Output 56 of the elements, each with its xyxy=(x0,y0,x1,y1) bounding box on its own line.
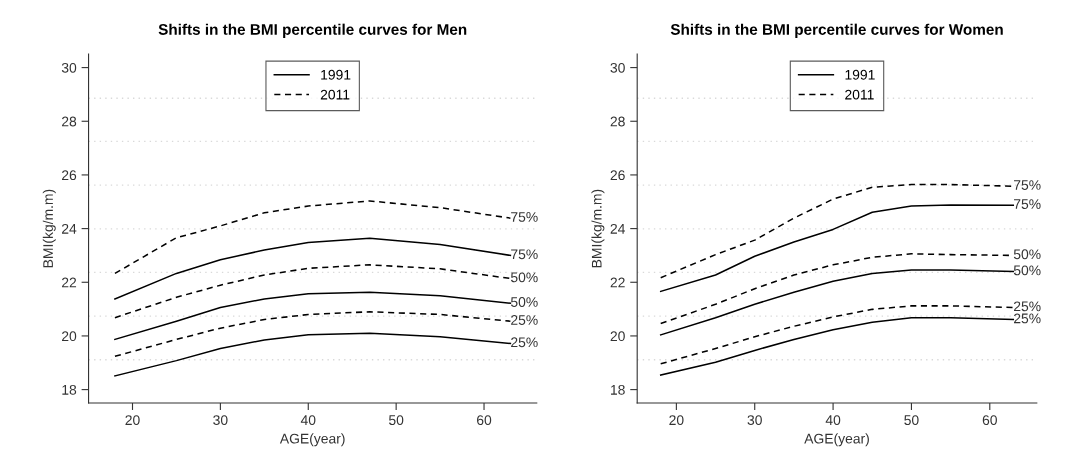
annotation: 25% xyxy=(1013,313,1041,324)
annotation: 50% xyxy=(510,272,538,283)
x-tick-label: 50 xyxy=(904,415,919,426)
annotation: 75% xyxy=(511,249,538,260)
chart-title: Shifts in the BMI percentile curves for Women xyxy=(670,23,1003,38)
x-axis-title: AGE(year) xyxy=(804,433,869,447)
x-tick-label: 30 xyxy=(213,415,228,426)
legend-label: 1991 xyxy=(321,69,351,80)
y-tick-label: 26 xyxy=(610,170,625,181)
y-tick-label: 30 xyxy=(610,62,625,73)
x-tick-label: 60 xyxy=(982,415,997,426)
x-tick-label: 40 xyxy=(300,415,316,426)
line-series xyxy=(659,316,1015,376)
line-series xyxy=(114,200,512,275)
x-tick-label: 20 xyxy=(125,415,140,426)
y-axis-title: BMI(kg/m.m) xyxy=(591,189,605,268)
y-tick-label: 28 xyxy=(610,116,625,127)
legend-label: 2011 xyxy=(845,89,874,100)
annotation: 75% xyxy=(1014,199,1041,209)
line-series xyxy=(114,311,512,358)
line-series xyxy=(114,237,512,300)
annotation: 25% xyxy=(1013,301,1041,312)
annotation: 75% xyxy=(511,212,538,222)
y-tick-label: 30 xyxy=(61,62,77,73)
line-series xyxy=(114,264,512,319)
annotation: 50% xyxy=(510,297,538,307)
y-tick-label: 22 xyxy=(62,277,77,288)
y-tick-label: 24 xyxy=(610,223,625,234)
annotation: 75% xyxy=(1014,180,1041,190)
annotation: 50% xyxy=(1013,249,1041,260)
annotation: 25% xyxy=(511,315,538,325)
chart-title: Shifts in the BMI percentile curves for Men xyxy=(158,23,467,38)
x-axis-title: AGE(year) xyxy=(279,433,345,447)
annotation: 50% xyxy=(1013,265,1041,276)
line-series xyxy=(659,204,1015,293)
y-tick-label: 26 xyxy=(62,170,77,181)
x-tick-label: 60 xyxy=(477,415,492,426)
y-tick-label: 24 xyxy=(62,223,77,234)
x-tick-label: 20 xyxy=(669,415,684,426)
line-series xyxy=(659,305,1015,365)
line-series xyxy=(114,291,512,341)
y-tick-label: 20 xyxy=(610,331,625,342)
line-series xyxy=(114,332,512,377)
y-tick-label: 18 xyxy=(611,384,625,395)
y-tick-label: 20 xyxy=(62,331,77,342)
legend-label: 1991 xyxy=(845,69,875,80)
x-tick-label: 30 xyxy=(747,415,762,426)
x-tick-label: 40 xyxy=(825,415,841,426)
y-axis-title: BMI(kg/m.m) xyxy=(42,189,56,268)
annotation: 25% xyxy=(511,337,538,348)
y-tick-label: 18 xyxy=(62,384,77,395)
x-tick-label: 50 xyxy=(388,415,404,426)
legend-label: 2011 xyxy=(320,89,350,100)
y-tick-label: 22 xyxy=(610,277,625,288)
y-tick-label: 28 xyxy=(62,116,77,127)
line-series xyxy=(659,269,1015,336)
